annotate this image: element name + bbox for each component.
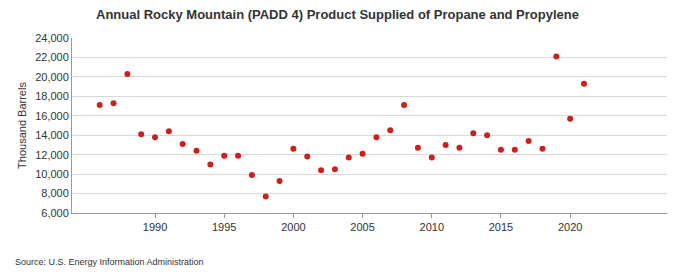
svg-text:16,000: 16,000 (35, 110, 69, 122)
svg-text:10,000: 10,000 (35, 168, 69, 180)
svg-text:8,000: 8,000 (41, 187, 69, 199)
svg-text:24,000: 24,000 (35, 32, 69, 44)
svg-text:1995: 1995 (212, 221, 236, 233)
svg-text:12,000: 12,000 (35, 149, 69, 161)
svg-text:14,000: 14,000 (35, 129, 69, 141)
svg-text:Source: U.S. Energy Informatio: Source: U.S. Energy Information Administ… (15, 257, 204, 267)
svg-text:2000: 2000 (281, 221, 305, 233)
svg-text:6,000: 6,000 (41, 207, 69, 219)
svg-text:Thousand Barrels: Thousand Barrels (16, 82, 28, 169)
svg-text:1990: 1990 (143, 221, 167, 233)
svg-text:22,000: 22,000 (35, 51, 69, 63)
svg-text:18,000: 18,000 (35, 90, 69, 102)
svg-text:Annual Rocky Mountain (PADD 4): Annual Rocky Mountain (PADD 4) Product S… (96, 7, 579, 22)
svg-text:2020: 2020 (558, 221, 582, 233)
svg-text:2010: 2010 (420, 221, 444, 233)
svg-text:2015: 2015 (489, 221, 513, 233)
svg-text:20,000: 20,000 (35, 71, 69, 83)
svg-text:2005: 2005 (350, 221, 374, 233)
